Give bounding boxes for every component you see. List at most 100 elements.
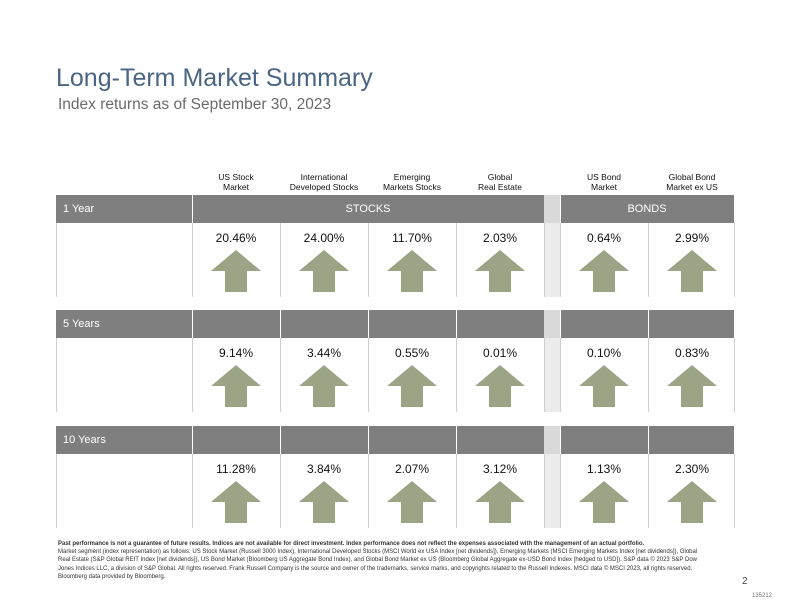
column-header-emerging: Emerging Markets Stocks	[368, 172, 456, 192]
grid-line	[368, 454, 369, 528]
band-divider	[192, 195, 193, 223]
return-cell: 9.14%	[192, 338, 280, 412]
band-divider	[368, 426, 369, 454]
grid-line	[734, 223, 735, 297]
period-label: 10 Years	[63, 434, 106, 446]
up-arrow-icon	[211, 365, 261, 407]
grid-line	[456, 338, 457, 412]
grid-line	[56, 338, 57, 412]
column-header-global-bond: Global Bond Market ex US	[648, 172, 736, 192]
return-cell: 0.10%	[560, 338, 648, 412]
grid-line	[192, 454, 193, 528]
column-header-global-real-estate: Global Real Estate	[456, 172, 544, 192]
period-label: 1 Year	[63, 203, 95, 215]
band-divider	[368, 310, 369, 338]
return-cell: 0.64%	[560, 223, 648, 297]
up-arrow-icon	[299, 365, 349, 407]
column-header-line2: Market	[591, 182, 617, 192]
return-value: 3.12%	[482, 462, 518, 476]
return-cell: 20.46%	[192, 223, 280, 297]
return-cell: 11.70%	[368, 223, 456, 297]
document-code: 135212	[752, 593, 773, 599]
grid-line	[280, 338, 281, 412]
return-value: 0.55%	[394, 346, 430, 360]
band-divider	[280, 426, 281, 454]
return-value: 0.01%	[482, 346, 518, 360]
group-gap-strip	[544, 223, 560, 297]
period-label: 5 Years	[63, 318, 100, 330]
return-value: 2.30%	[674, 462, 710, 476]
grid-line	[56, 454, 57, 528]
band-divider	[456, 310, 457, 338]
up-arrow-icon	[299, 481, 349, 523]
up-arrow-icon	[667, 481, 717, 523]
grid-line	[368, 223, 369, 297]
return-value: 3.84%	[306, 462, 342, 476]
column-header-line1: Global	[487, 172, 513, 182]
column-header-line2: Market	[223, 182, 249, 192]
up-arrow-icon	[211, 250, 261, 292]
column-header-line2: Real Estate	[478, 182, 522, 192]
up-arrow-icon	[667, 365, 717, 407]
return-cell: 2.99%	[648, 223, 736, 297]
grid-line	[192, 338, 193, 412]
column-header-us-stock: US Stock Market	[192, 172, 280, 192]
grid-line	[560, 223, 561, 297]
return-value: 0.64%	[586, 231, 622, 245]
up-arrow-icon	[299, 250, 349, 292]
grid-line	[544, 454, 545, 528]
grid-line	[734, 454, 735, 528]
column-header-line2: Developed Stocks	[289, 182, 359, 192]
up-arrow-icon	[387, 250, 437, 292]
grid-line	[648, 338, 649, 412]
return-value: 0.83%	[674, 346, 710, 360]
band-group-gap	[544, 426, 560, 454]
return-cell: 2.03%	[456, 223, 544, 297]
grid-line	[648, 223, 649, 297]
grid-line	[56, 223, 57, 297]
return-value: 3.44%	[306, 346, 342, 360]
up-arrow-icon	[387, 365, 437, 407]
column-header-line2: Markets Stocks	[382, 182, 442, 192]
up-arrow-icon	[387, 481, 437, 523]
column-header-line1: Emerging	[393, 172, 431, 182]
bonds-group-label: BONDS	[627, 203, 667, 215]
column-header-line1: Global Bond	[668, 172, 716, 182]
return-cell: 2.30%	[648, 454, 736, 528]
band-divider	[560, 310, 561, 338]
grid-line	[456, 454, 457, 528]
column-header-line1: US Stock	[218, 172, 254, 182]
return-value: 2.07%	[394, 462, 430, 476]
band-group-gap	[544, 310, 560, 338]
band-divider	[280, 310, 281, 338]
return-cell: 3.44%	[280, 338, 368, 412]
return-cell: 3.12%	[456, 454, 544, 528]
return-cell: 1.13%	[560, 454, 648, 528]
grid-line	[280, 223, 281, 297]
return-value: 2.03%	[482, 231, 518, 245]
return-cell: 2.07%	[368, 454, 456, 528]
return-cell: 24.00%	[280, 223, 368, 297]
return-cell: 3.84%	[280, 454, 368, 528]
up-arrow-icon	[475, 481, 525, 523]
grid-line	[544, 223, 545, 297]
up-arrow-icon	[579, 250, 629, 292]
up-arrow-icon	[475, 365, 525, 407]
period-header-band: 10 Years	[56, 426, 734, 454]
band-divider	[648, 310, 649, 338]
return-value: 0.10%	[586, 346, 622, 360]
grid-line	[280, 454, 281, 528]
grid-line	[368, 338, 369, 412]
column-header-line1: US Bond	[586, 172, 622, 182]
group-gap-strip	[544, 454, 560, 528]
return-value: 20.46%	[215, 231, 257, 245]
band-divider	[192, 310, 193, 338]
disclosure-bold: Past performance is not a guarantee of f…	[58, 541, 645, 547]
up-arrow-icon	[667, 250, 717, 292]
return-cell: 11.28%	[192, 454, 280, 528]
page-subtitle: Index returns as of September 30, 2023	[58, 96, 332, 113]
grid-line	[544, 338, 545, 412]
band-divider	[560, 195, 561, 223]
return-value: 1.13%	[586, 462, 622, 476]
grid-line	[648, 454, 649, 528]
